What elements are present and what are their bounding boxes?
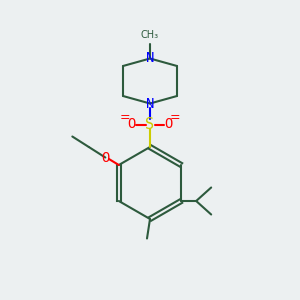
Text: N: N: [146, 97, 154, 110]
Text: CH₃: CH₃: [141, 31, 159, 40]
Text: =: =: [169, 111, 180, 124]
Text: =: =: [120, 111, 131, 124]
Text: O: O: [164, 118, 173, 131]
Text: S: S: [146, 117, 154, 132]
Text: O: O: [127, 118, 136, 131]
Text: N: N: [146, 52, 154, 65]
Text: O: O: [101, 151, 110, 164]
